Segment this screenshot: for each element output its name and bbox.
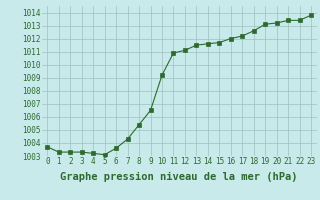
X-axis label: Graphe pression niveau de la mer (hPa): Graphe pression niveau de la mer (hPa) [60, 172, 298, 182]
